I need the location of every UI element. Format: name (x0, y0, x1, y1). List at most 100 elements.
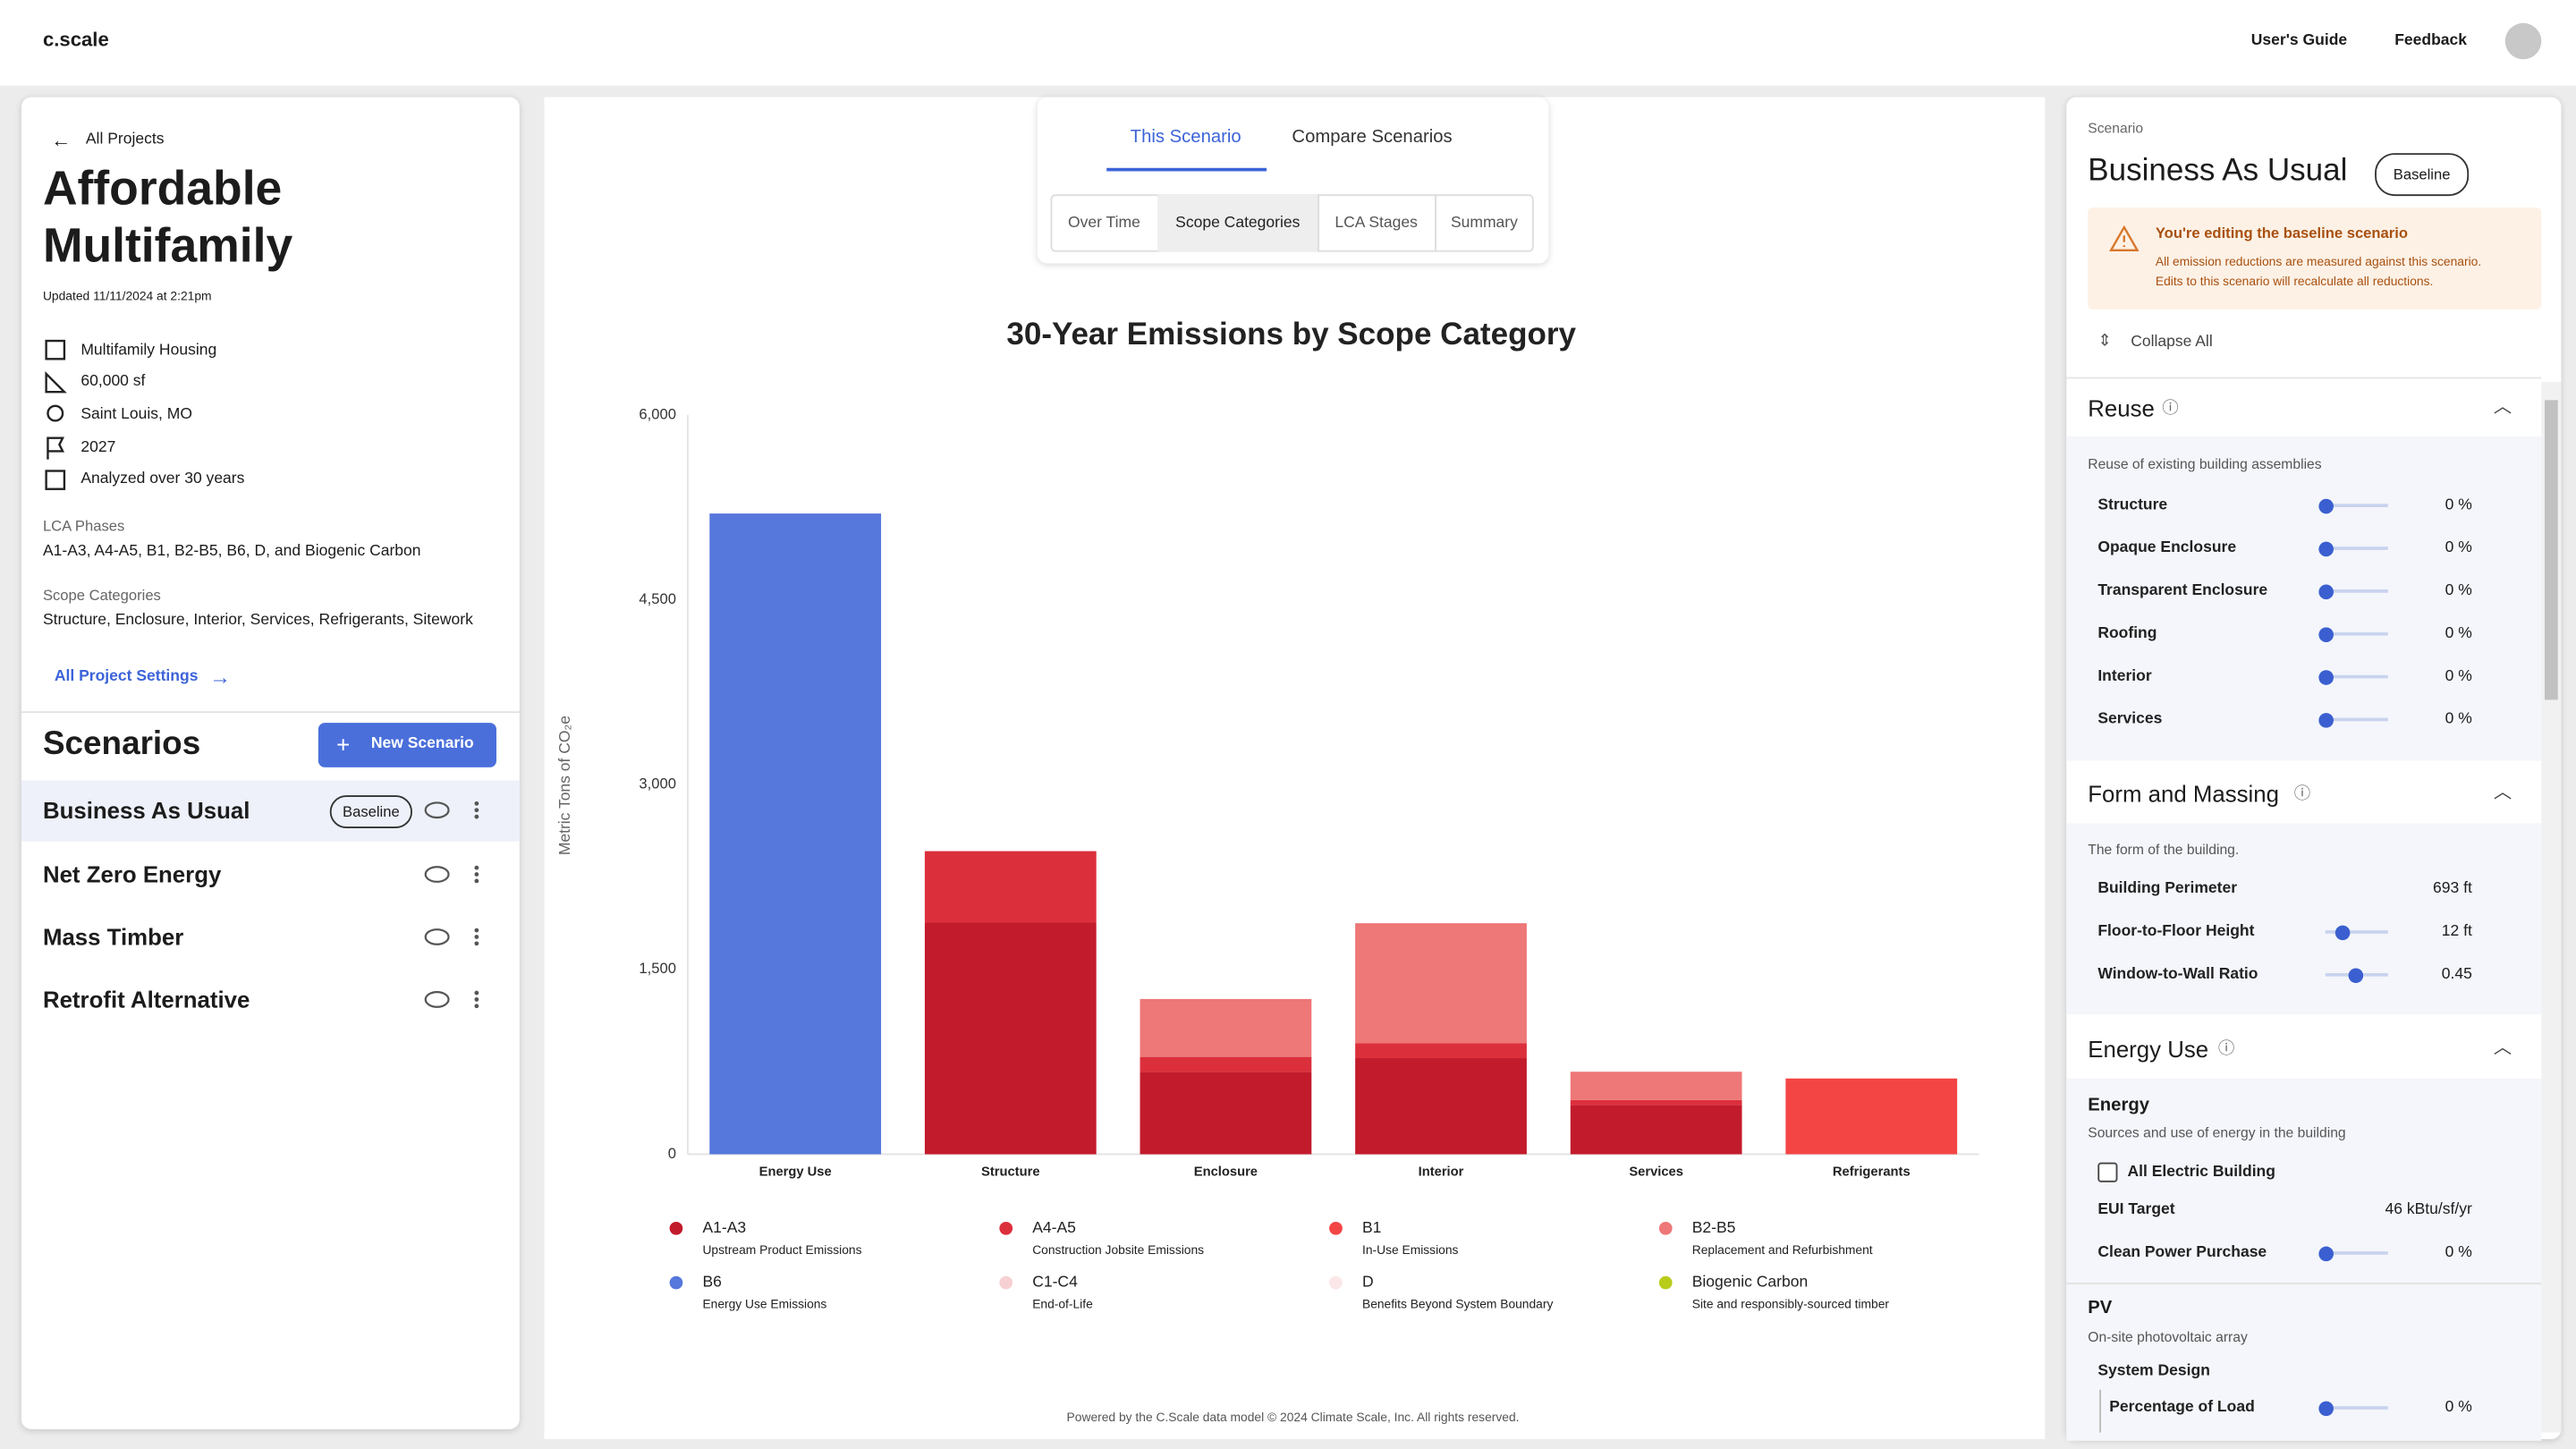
chevron[interactable]: ︿ (2493, 783, 2512, 803)
detail: 2027 (80, 438, 116, 457)
back-link[interactable]: All Projects (85, 130, 165, 149)
legend-label: Biogenic Carbon (1692, 1273, 1808, 1291)
row-label: Clean Power Purchase (2097, 1243, 2267, 1262)
group-description: Sources and use of energy in the buildin… (2088, 1123, 2346, 1141)
eye-icon[interactable] (424, 928, 450, 945)
slider-knob[interactable] (2318, 712, 2334, 727)
kebab-dot[interactable] (474, 1004, 479, 1009)
alert (2088, 207, 2542, 310)
scrollbar-thumb[interactable] (2544, 400, 2558, 700)
icon-flag (47, 436, 65, 460)
avatar[interactable] (2504, 22, 2542, 60)
slider-track[interactable] (2325, 631, 2388, 636)
legend-swatch (999, 1221, 1013, 1235)
slider-knob[interactable] (2318, 540, 2334, 556)
kebab-dot[interactable] (474, 878, 479, 884)
subtab[interactable]: Summary (1450, 214, 1518, 233)
slider-track[interactable] (2325, 547, 2388, 550)
info-icon[interactable]: ⓘ (2217, 1040, 2235, 1059)
row-label: Percentage of Load (2109, 1398, 2255, 1417)
legend-swatch (669, 1275, 683, 1290)
section-title[interactable]: Energy Use (2088, 1035, 2209, 1063)
scenario-name[interactable]: Net Zero Energy (42, 860, 222, 888)
x-tick-label: Enclosure (1194, 1165, 1258, 1180)
kebab-dot[interactable] (474, 801, 479, 806)
legend-label: A1-A3 (702, 1218, 746, 1236)
row-value: 0.45 (2441, 965, 2472, 984)
slider-track[interactable] (2325, 674, 2388, 679)
panel-title: Business As Usual (2088, 154, 2348, 189)
kebab-dot[interactable] (474, 865, 479, 870)
slider-knob[interactable] (2318, 1245, 2334, 1261)
alert-title: You're editing the baseline scenario (2155, 225, 2408, 242)
section-title[interactable]: Reuse (2088, 394, 2155, 422)
slider-knob[interactable] (2318, 669, 2334, 684)
bar-segment (1140, 1056, 1312, 1072)
subtab[interactable]: LCA Stages (1318, 194, 1436, 252)
kebab-dot[interactable] (474, 928, 479, 933)
checkbox-label[interactable]: All Electric Building (2127, 1163, 2275, 1182)
row-value: 0 % (2445, 624, 2472, 643)
bar-segment (1355, 1058, 1527, 1155)
slider-track[interactable] (2325, 1251, 2388, 1255)
chevron[interactable]: ︿ (2493, 1038, 2512, 1058)
logo[interactable]: c.scale (42, 28, 109, 52)
back-arrow[interactable]: ← (51, 128, 72, 152)
scenario-name[interactable]: Mass Timber (42, 923, 184, 951)
tab[interactable]: Compare Scenarios (1292, 127, 1453, 148)
collapse-all[interactable]: Collapse All (2131, 333, 2213, 352)
row-label: Structure (2097, 496, 2168, 514)
slider-knob[interactable] (2334, 924, 2350, 940)
slider-knob[interactable] (2318, 583, 2334, 599)
icon-building (45, 339, 66, 360)
info-icon[interactable]: ⓘ (2162, 400, 2179, 419)
eye-icon[interactable] (424, 866, 450, 883)
kebab-dot[interactable] (474, 872, 479, 877)
nav-link[interactable]: User's Guide (2250, 31, 2348, 50)
alert-text: All emission reductions are measured aga… (2155, 253, 2482, 269)
detail: 60,000 sf (80, 372, 146, 391)
selected-row[interactable] (21, 780, 520, 842)
slider-knob[interactable] (2318, 1400, 2334, 1416)
scenario-name[interactable]: Business As Usual (42, 796, 250, 824)
eye-icon[interactable] (424, 801, 450, 819)
tab[interactable]: This Scenario (1130, 127, 1241, 148)
subtab[interactable]: Over Time (1051, 194, 1160, 252)
new-scenario-button[interactable] (318, 723, 496, 767)
settings-arrow[interactable]: → (209, 664, 232, 690)
kebab-dot[interactable] (474, 814, 479, 819)
slider-track[interactable] (2325, 717, 2388, 722)
row-actions (424, 801, 479, 1009)
kebab-dot[interactable] (474, 808, 479, 813)
settings-link[interactable]: All Project Settings (54, 667, 199, 686)
kebab-dot[interactable] (474, 935, 479, 939)
kebab-dot[interactable] (474, 997, 479, 1002)
detail: Multifamily Housing (80, 341, 217, 360)
slider-knob[interactable] (2318, 497, 2334, 513)
x-tick-label: Structure (981, 1165, 1039, 1180)
legend-label: B1 (1362, 1218, 1381, 1236)
slider-track[interactable] (2325, 504, 2388, 507)
slider-knob[interactable] (2318, 626, 2334, 642)
slider-knob[interactable] (2347, 967, 2363, 983)
checkbox[interactable] (2097, 1162, 2118, 1182)
slider-track[interactable] (2325, 930, 2388, 934)
row-value: 693 ft (2433, 879, 2472, 898)
subtab-selected[interactable]: Scope Categories (1157, 194, 1320, 252)
row-label: Services (2097, 709, 2163, 729)
chevron[interactable]: ︿ (2493, 397, 2512, 418)
slider-track[interactable] (2325, 1406, 2388, 1410)
eye-icon[interactable] (424, 991, 450, 1008)
row-label: Transparent Enclosure (2097, 581, 2268, 600)
legend-swatch (1329, 1221, 1343, 1235)
nav-link[interactable]: Feedback (2394, 31, 2468, 50)
section-title[interactable]: Form and Massing (2088, 780, 2280, 808)
kebab-dot[interactable] (474, 990, 479, 996)
kebab-dot[interactable] (474, 941, 479, 946)
slider-track[interactable] (2325, 589, 2388, 593)
info-icon[interactable]: ⓘ (2293, 785, 2311, 804)
row-label: Window-to-Wall Ratio (2097, 965, 2258, 984)
scenario-name[interactable]: Retrofit Alternative (42, 986, 250, 1013)
collapse-icon[interactable]: ⇕ (2097, 332, 2112, 352)
